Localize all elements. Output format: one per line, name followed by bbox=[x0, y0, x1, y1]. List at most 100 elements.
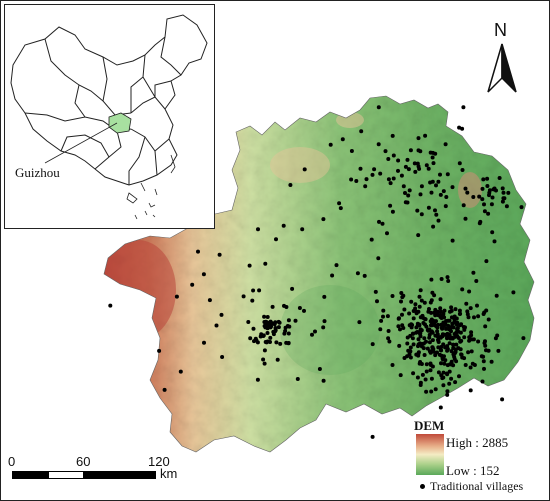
village-point bbox=[254, 338, 259, 343]
village-point bbox=[349, 149, 354, 153]
village-point bbox=[409, 299, 414, 304]
village-point bbox=[486, 317, 491, 322]
village-point bbox=[519, 205, 524, 210]
village-point bbox=[419, 298, 424, 303]
village-point bbox=[219, 312, 224, 317]
village-point bbox=[415, 208, 420, 213]
village-point bbox=[443, 321, 448, 326]
village-point bbox=[396, 158, 401, 163]
north-arrow-icon bbox=[487, 43, 517, 93]
village-point bbox=[484, 308, 489, 313]
village-point bbox=[265, 322, 270, 327]
village-point bbox=[359, 129, 364, 134]
village-point bbox=[178, 369, 183, 374]
village-point bbox=[434, 212, 439, 217]
village-point bbox=[454, 322, 459, 327]
village-point bbox=[463, 325, 467, 330]
village-point bbox=[422, 300, 427, 305]
village-point bbox=[511, 290, 516, 295]
village-point bbox=[162, 387, 167, 392]
village-point bbox=[467, 289, 472, 294]
village-point bbox=[362, 273, 367, 278]
village-point bbox=[263, 340, 268, 344]
village-point bbox=[418, 315, 423, 320]
village-point bbox=[458, 311, 463, 316]
village-point bbox=[386, 157, 391, 161]
scale-tick-0: 0 bbox=[8, 454, 16, 469]
north-arrow: N bbox=[482, 20, 522, 96]
village-point bbox=[321, 325, 326, 330]
village-point bbox=[444, 326, 448, 331]
village-point bbox=[282, 303, 286, 308]
village-point bbox=[418, 383, 423, 387]
village-point bbox=[381, 314, 385, 319]
village-point bbox=[262, 348, 267, 353]
village-point bbox=[478, 219, 483, 224]
village-point bbox=[405, 341, 410, 346]
village-point bbox=[469, 333, 474, 338]
village-point bbox=[429, 298, 434, 303]
village-point bbox=[487, 193, 491, 198]
village-point bbox=[414, 309, 419, 314]
scale-segment-1 bbox=[12, 471, 48, 479]
village-point bbox=[196, 249, 200, 254]
village-point bbox=[407, 311, 412, 316]
village-point bbox=[375, 299, 379, 304]
village-point bbox=[500, 186, 505, 191]
village-point bbox=[408, 345, 413, 350]
village-point bbox=[480, 379, 485, 384]
village-point bbox=[255, 377, 260, 382]
village-point bbox=[464, 301, 469, 306]
north-letter: N bbox=[494, 20, 507, 40]
village-point bbox=[403, 191, 407, 195]
village-point bbox=[434, 319, 438, 324]
village-point bbox=[373, 289, 378, 294]
village-point bbox=[416, 233, 421, 238]
village-point bbox=[424, 163, 429, 168]
village-point bbox=[405, 354, 410, 359]
village-point bbox=[313, 329, 317, 334]
village-point bbox=[435, 329, 440, 334]
village-point bbox=[383, 149, 388, 154]
village-point bbox=[451, 363, 456, 368]
village-point bbox=[501, 190, 506, 195]
village-point bbox=[416, 337, 421, 342]
village-point bbox=[290, 286, 295, 291]
village-point bbox=[429, 310, 434, 315]
village-point bbox=[207, 298, 212, 303]
village-point bbox=[482, 202, 486, 207]
village-point bbox=[415, 375, 420, 380]
village-point bbox=[405, 335, 410, 340]
village-point bbox=[355, 271, 360, 276]
village-point bbox=[439, 348, 444, 353]
village-point bbox=[445, 275, 450, 280]
village-point bbox=[417, 304, 422, 309]
village-point bbox=[475, 303, 479, 308]
village-point bbox=[268, 324, 273, 329]
village-point bbox=[438, 309, 443, 314]
village-point bbox=[413, 169, 418, 174]
village-point bbox=[407, 188, 412, 193]
village-point bbox=[460, 168, 465, 172]
village-point bbox=[446, 323, 451, 328]
village-point bbox=[256, 227, 260, 232]
village-point bbox=[386, 177, 391, 182]
village-point bbox=[442, 361, 447, 366]
scale-tick-120: 120 bbox=[148, 454, 170, 469]
village-point bbox=[429, 277, 434, 282]
village-point bbox=[429, 376, 434, 381]
village-point bbox=[378, 171, 383, 176]
village-point bbox=[262, 324, 267, 328]
village-point bbox=[286, 331, 291, 336]
village-point bbox=[426, 166, 431, 171]
village-point bbox=[408, 355, 413, 360]
village-point bbox=[480, 197, 485, 202]
village-point bbox=[278, 341, 283, 346]
village-point bbox=[265, 331, 270, 335]
village-point bbox=[281, 223, 286, 228]
village-point bbox=[462, 335, 467, 340]
village-point bbox=[418, 360, 423, 364]
scale-tick-60: 60 bbox=[76, 454, 91, 469]
scale-segment-2 bbox=[48, 471, 84, 479]
village-point bbox=[262, 320, 267, 324]
